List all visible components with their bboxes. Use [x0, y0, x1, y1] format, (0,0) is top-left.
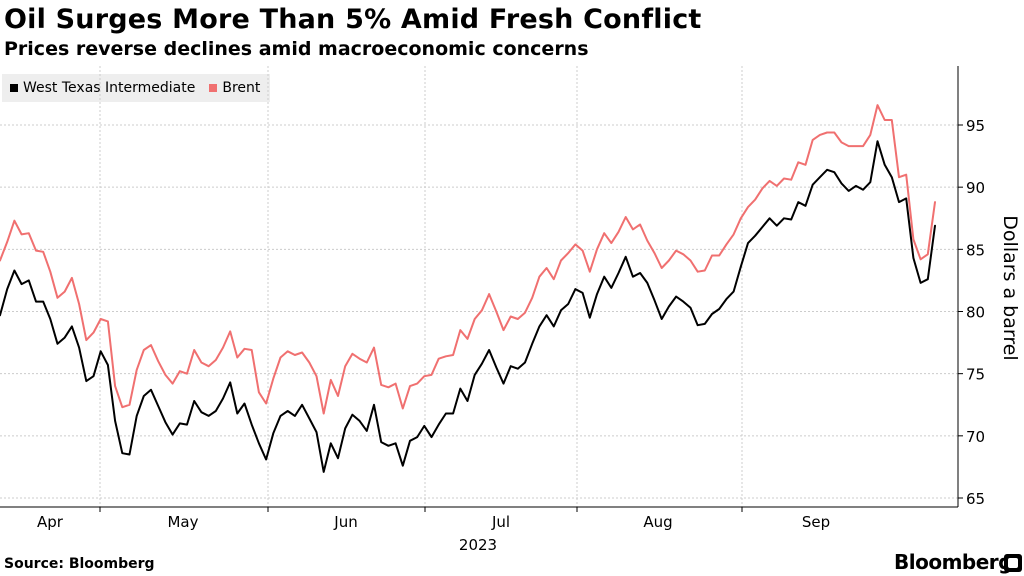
- bloomberg-logo-icon: [1004, 554, 1022, 572]
- y-axis-title: Dollars a barrel: [999, 215, 1021, 360]
- y-tick-label: 65: [966, 490, 985, 508]
- series-line-wti: [0, 140, 936, 473]
- legend: West Texas Intermediate Brent: [2, 74, 270, 102]
- legend-swatch-brent: [209, 84, 218, 92]
- y-tick-label: 90: [966, 179, 985, 197]
- horizontal-gridlines: [0, 124, 958, 499]
- chart-title: Oil Surges More Than 5% Amid Fresh Confl…: [4, 4, 702, 35]
- x-axis-year-label: 2023: [459, 536, 497, 554]
- vertical-gridlines: [99, 66, 743, 507]
- source-note: Source: Bloomberg: [4, 556, 155, 572]
- y-tick-label: 80: [966, 304, 985, 322]
- y-tick-label: 75: [966, 366, 985, 384]
- x-axis-ticks: Apr May Jun Jul Aug Sep: [37, 507, 830, 531]
- series-layer: [0, 104, 936, 473]
- x-tick-label: Aug: [643, 513, 672, 531]
- series-line-brent: [0, 104, 936, 415]
- x-tick-label: Apr: [37, 513, 64, 531]
- y-axis-ticks: 65 70 75 80 85 90 95: [958, 117, 985, 508]
- brand-wordmark: Bloomberg: [894, 550, 1012, 574]
- y-tick-label: 70: [966, 428, 985, 446]
- y-tick-label: 85: [966, 241, 985, 259]
- legend-swatch-wti: [10, 84, 18, 92]
- legend-label-brent: Brent: [222, 80, 261, 96]
- x-tick-label: Jul: [491, 513, 510, 531]
- x-tick-label: Jun: [333, 513, 357, 531]
- x-tick-label: Sep: [802, 513, 830, 531]
- chart-subtitle: Prices reverse declines amid macroeconom…: [4, 38, 589, 60]
- legend-item-brent: Brent: [209, 80, 260, 96]
- legend-item-wti: West Texas Intermediate: [10, 80, 195, 96]
- y-tick-label: 95: [966, 117, 985, 135]
- legend-label-wti: West Texas Intermediate: [23, 80, 196, 96]
- x-tick-label: May: [167, 513, 198, 531]
